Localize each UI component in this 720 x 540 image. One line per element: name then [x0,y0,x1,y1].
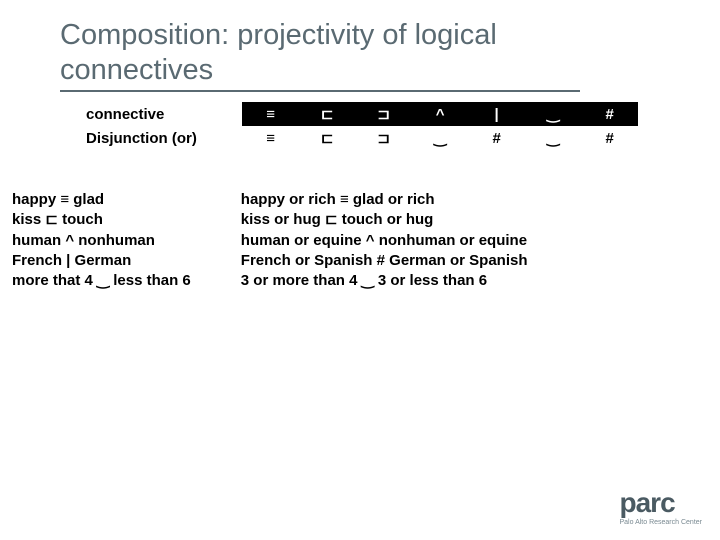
hdr-alt: | [468,102,525,126]
logo-text: parc [620,487,675,518]
table-header-row: connective ≡ ⊏ ⊐ ^ | ‿ # [78,102,638,126]
slide-title: Composition: projectivity of logical con… [60,18,580,92]
hdr-neg: ^ [412,102,469,126]
examples-block: happy ≡ glad kiss ⊏ touch human ^ nonhum… [12,190,528,291]
table-row: Disjunction (or) ≡ ⊏ ⊐ ‿ # ‿ # [78,126,638,150]
hdr-indep: # [581,102,638,126]
projectivity-table: connective ≡ ⊏ ⊐ ^ | ‿ # Disjunction (or… [78,102,638,150]
cell-7: # [581,126,638,150]
hdr-cover: ‿ [525,102,582,126]
logo-subtext: Palo Alto Research Center [620,519,703,526]
cell-2: ⊏ [299,126,356,150]
hdr-connective: connective [78,102,242,126]
cell-1: ≡ [242,126,299,150]
examples-left: happy ≡ glad kiss ⊏ touch human ^ nonhum… [12,190,191,291]
hdr-sub: ⊏ [299,102,356,126]
parc-logo: parc Palo Alto Research Center [620,487,703,526]
cell-connective: Disjunction (or) [78,126,242,150]
cell-6: ‿ [525,126,582,150]
cell-4: ‿ [412,126,469,150]
cell-3: ⊐ [355,126,412,150]
hdr-sup: ⊐ [355,102,412,126]
cell-5: # [468,126,525,150]
hdr-equiv: ≡ [242,102,299,126]
examples-right: happy or rich ≡ glad or rich kiss or hug… [241,190,528,291]
